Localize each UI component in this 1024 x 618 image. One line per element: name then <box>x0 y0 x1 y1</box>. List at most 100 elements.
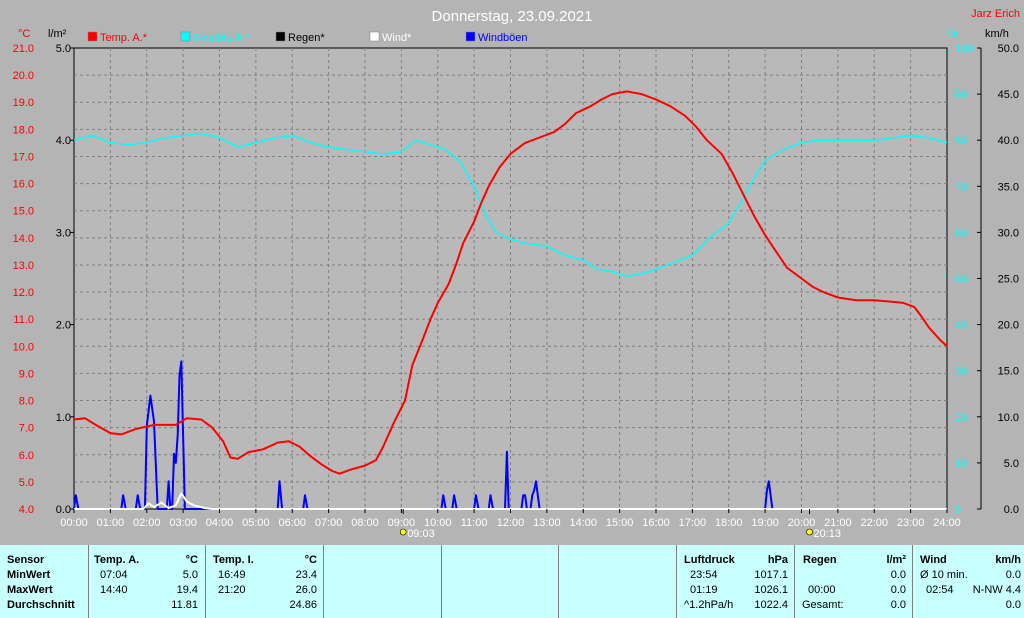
rain-axis-unit: l/m² <box>48 28 67 40</box>
temp-a-max-val: 19.4 <box>176 584 198 596</box>
humidity-tick-label: 0 <box>955 504 961 516</box>
rain-tick-label: 4.0 <box>56 135 71 147</box>
series-layer <box>73 90 948 510</box>
temp-tick-label: 18.0 <box>13 124 34 136</box>
x-tick-label: 22:00 <box>860 517 888 529</box>
humidity-tick-label: 80 <box>955 135 967 147</box>
wind-avg-label: Ø 10 min. <box>920 569 968 581</box>
pressure-min-time: 23:54 <box>690 569 718 581</box>
empty-column-1 <box>324 545 442 618</box>
x-tick-label: 02:00 <box>133 517 161 529</box>
rain-tick-label: 5.0 <box>56 43 71 55</box>
sun-marker-label: 20:13 <box>814 528 842 540</box>
legend-label: Regen* <box>288 32 325 44</box>
x-tick-label: 17:00 <box>679 517 707 529</box>
grid <box>74 48 947 509</box>
temp-tick-label: 11.0 <box>13 314 34 326</box>
x-tick-label: 00:00 <box>60 517 88 529</box>
wind-tick-label: 25.0 <box>998 274 1019 286</box>
pressure-trend: ^1.2hPa/h <box>684 599 734 611</box>
temp-i-min-time: 16:49 <box>218 569 246 581</box>
sun-marker-label: 09:03 <box>407 528 435 540</box>
humidity-tick-label: 40 <box>955 320 967 332</box>
legend-swatch <box>465 31 476 42</box>
x-tick-label: 19:00 <box>751 517 779 529</box>
chart-title: Donnerstag, 23.09.2021 <box>432 8 593 25</box>
x-tick-label: 24:00 <box>933 517 961 529</box>
pressure-unit: hPa <box>767 554 788 566</box>
x-tick-label: 15:00 <box>606 517 634 529</box>
wind-tick-label: 30.0 <box>998 227 1019 239</box>
empty-column-3 <box>559 545 677 618</box>
x-tick-label: 07:00 <box>315 517 343 529</box>
sun-icon <box>806 528 813 536</box>
temp-tick-label: 16.0 <box>13 179 34 191</box>
rain-tick-label: 0.0 <box>56 504 71 516</box>
wind-max-time: 02:54 <box>926 584 954 596</box>
wind-unit: km/h <box>995 554 1021 566</box>
x-tick-label: 06:00 <box>278 517 306 529</box>
temp-a-header: Temp. A. <box>94 554 140 566</box>
temp-tick-label: 15.0 <box>13 206 34 218</box>
sensor-column: Sensor MinWert MaxWert Durchschnitt <box>0 545 89 618</box>
wind-tick-label: 20.0 <box>998 320 1019 332</box>
wind-tick-label: 10.0 <box>998 412 1019 424</box>
humidity-tick-label: 90 <box>955 89 967 101</box>
rain-column: Regen l/m² 0.0 00:00 0.0 Gesamt: 0.0 <box>795 545 913 618</box>
temp-tick-label: 4.0 <box>19 504 34 516</box>
legend-label: Temp. A.* <box>100 32 148 44</box>
x-tick-label: 18:00 <box>715 517 743 529</box>
wind-axis-unit: km/h <box>985 28 1009 40</box>
temp-i-header: Temp. I. <box>213 554 254 566</box>
temp-i-column: Temp. I. °C 16:49 23.4 21:20 26.0 24.86 <box>206 545 324 618</box>
rain-unit: l/m² <box>886 554 906 566</box>
temp-tick-label: 9.0 <box>19 368 34 380</box>
temp-a-min-val: 5.0 <box>182 569 198 581</box>
rain-header: Regen <box>803 554 837 566</box>
temp-i-max-val: 26.0 <box>295 584 317 596</box>
temp-tick-label: 14.0 <box>13 233 34 245</box>
legend-swatch <box>275 31 286 42</box>
humidity-tick-label: 60 <box>955 227 967 239</box>
humidity-tick-label: 30 <box>955 366 967 378</box>
temp-tick-label: 10.0 <box>13 341 34 353</box>
temp-a-column: Temp. A. °C 07:04 5.0 14:40 19.4 11.81 <box>89 545 206 618</box>
temp-a-max-time: 14:40 <box>100 584 128 596</box>
legend-swatch <box>369 31 380 42</box>
pressure-column: Luftdruck hPa 23:54 1017.1 01:19 1026.1 … <box>677 545 795 618</box>
temp-i-min-val: 23.4 <box>295 569 317 581</box>
rain-time: 00:00 <box>808 584 836 596</box>
rain-total-val: 0.0 <box>890 599 906 611</box>
x-tick-label: 04:00 <box>206 517 234 529</box>
pressure-min-val: 1017.1 <box>754 569 788 581</box>
legend-label: Wind* <box>382 32 412 44</box>
temp-tick-label: 12.0 <box>13 287 34 299</box>
wind-row3-val: 0.0 <box>1005 599 1021 611</box>
humidity-tick-label: 50 <box>955 274 967 286</box>
humidity-tick-label: 70 <box>955 181 967 193</box>
wind-tick-label: 50.0 <box>998 43 1019 55</box>
legend-label: Feuchte A.* <box>193 32 251 44</box>
pressure-max-val: 1026.1 <box>754 584 788 596</box>
temp-tick-label: 13.0 <box>13 260 34 272</box>
sensor-header: Sensor <box>7 554 45 566</box>
series-line-feuchte-a <box>73 132 948 277</box>
rain-val: 0.0 <box>890 584 906 596</box>
temp-i-unit: °C <box>304 554 317 566</box>
wind-tick-label: 40.0 <box>998 135 1019 147</box>
wind-tick-label: 5.0 <box>1004 458 1019 470</box>
legend-swatch <box>180 31 191 42</box>
row-label-max: MaxWert <box>7 584 53 596</box>
pressure-header: Luftdruck <box>684 554 735 566</box>
legend: Temp. A.* Feuchte A.* Regen* Wind* Windböen <box>87 31 528 44</box>
empty-column-2 <box>442 545 559 618</box>
wind-avg-val: 0.0 <box>1005 569 1021 581</box>
temp-tick-label: 5.0 <box>19 477 34 489</box>
x-tick-label: 11:00 <box>461 517 488 529</box>
axes-layer: 00:00 01:00 02:00 03:00 04:00 05:00 06:00 07:00… <box>13 43 1019 540</box>
wind-max-val: N-NW 4.4 <box>972 584 1021 596</box>
wind-header: Wind <box>920 554 947 566</box>
legend-swatch <box>87 31 98 42</box>
rain-row1-val: 0.0 <box>890 569 906 581</box>
row-label-avg: Durchschnitt <box>7 599 75 611</box>
